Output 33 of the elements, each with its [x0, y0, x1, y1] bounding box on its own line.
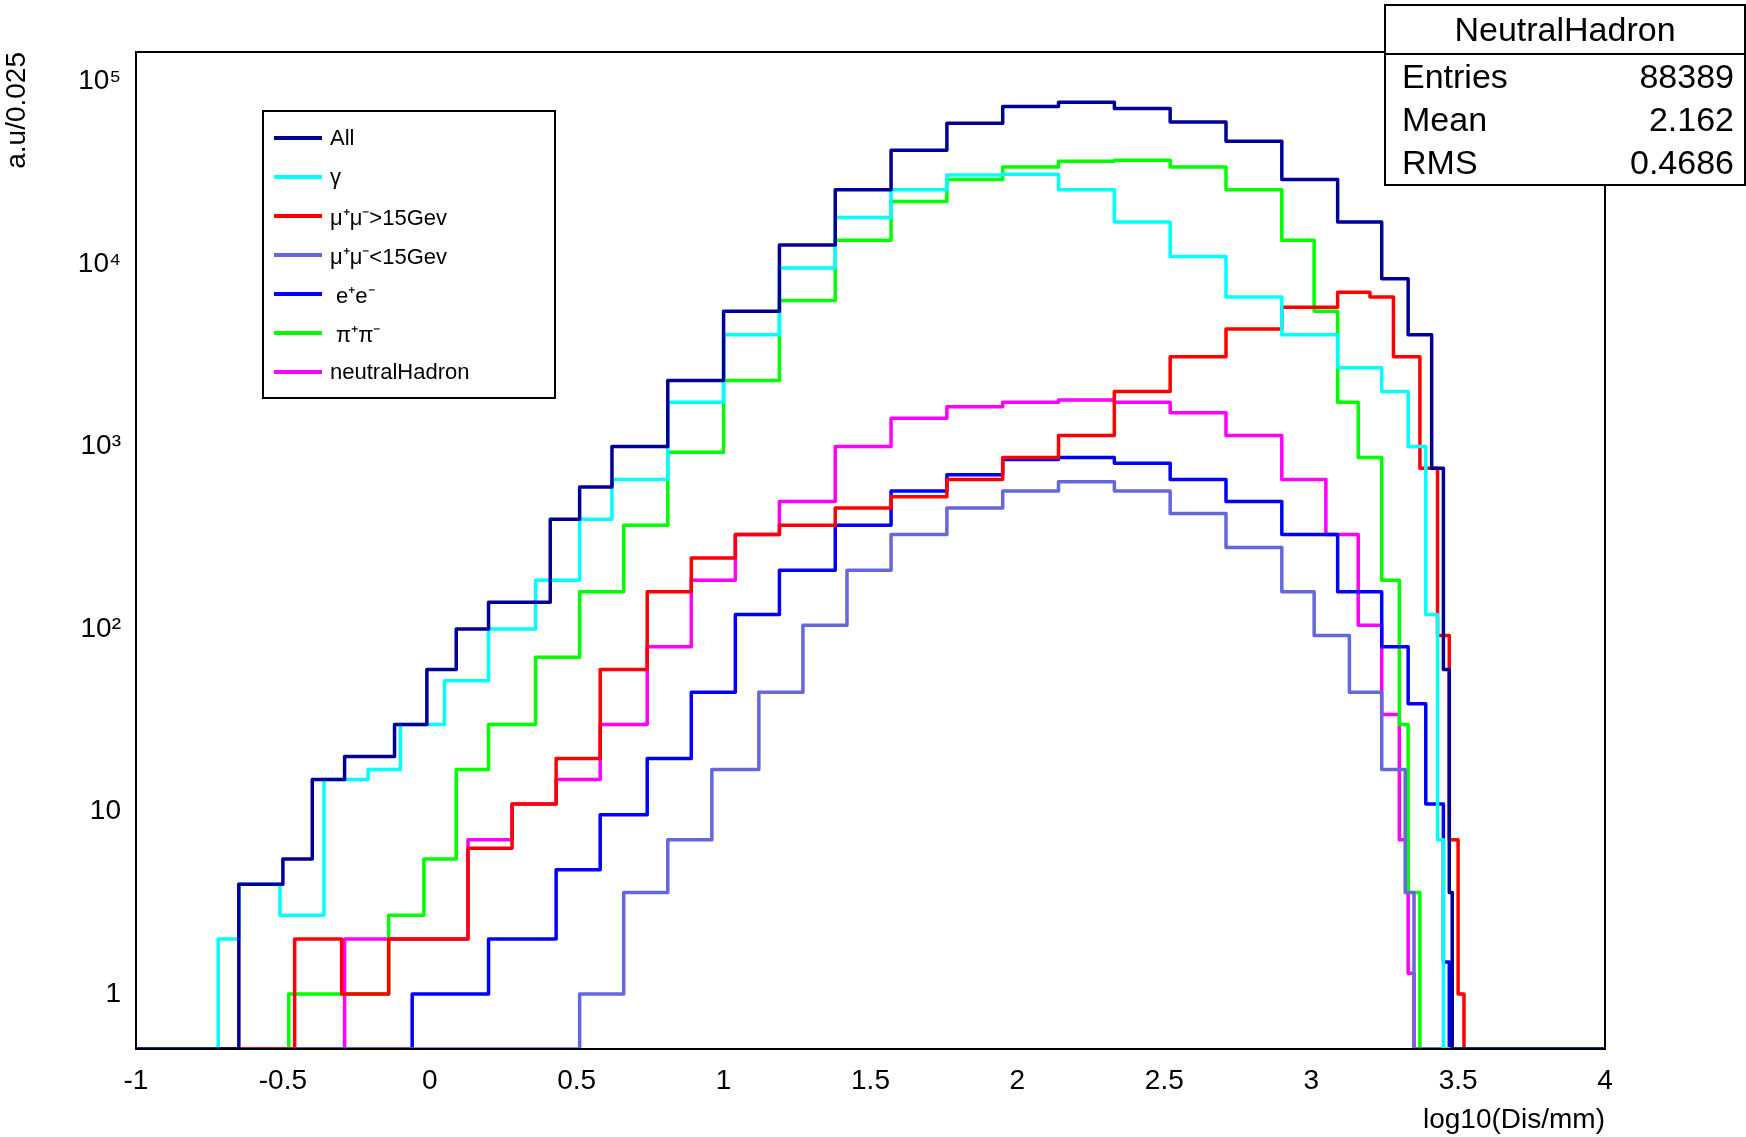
annotation: Mean — [1402, 100, 1488, 139]
legend-label: All — [330, 124, 355, 151]
text: NeutralHadron — [1386, 6, 1744, 55]
y-tick-label: 1 — [105, 976, 121, 1008]
text: 88389 — [1639, 57, 1734, 96]
x-tick-label: 0.5 — [557, 1063, 597, 1095]
y-tick-label: 10 — [89, 794, 121, 826]
x-tick-label: 3.5 — [1438, 1063, 1478, 1095]
legend-label: μ⁺μ⁻<15Gev — [330, 242, 448, 270]
legend-label: neutralHadron — [330, 358, 470, 385]
x-tick-label: 0 — [422, 1063, 438, 1095]
x-tick-label: -1 — [123, 1063, 149, 1095]
x-tick-label: 4 — [1597, 1063, 1613, 1095]
text: 2.162 — [1648, 100, 1734, 139]
annotation: RMS — [1402, 143, 1478, 182]
legend-label: μ⁺μ⁻>15Gev — [330, 203, 448, 231]
legend-label: γ — [330, 163, 341, 190]
legend-label: π⁺π⁻ — [335, 320, 381, 348]
x-tick-label: 2.5 — [1144, 1063, 1184, 1095]
y-axis-title: a.u/0.025 — [0, 52, 31, 169]
x-tick-label: 3 — [1303, 1063, 1319, 1095]
x-tick-label: 2 — [1009, 1063, 1026, 1095]
legend-label: e⁺e⁻ — [335, 281, 375, 309]
y-tick-label: 10⁴ — [77, 246, 121, 278]
x-tick-label: -0.5 — [258, 1063, 308, 1095]
y-tick-label: 10² — [80, 611, 121, 643]
x-axis-title: log10(Dis/mm) — [1422, 1102, 1605, 1134]
text: 0.4686 — [1630, 143, 1734, 182]
x-tick-label: 1.5 — [851, 1063, 890, 1095]
x-tick-label: 1 — [715, 1063, 732, 1095]
y-tick-label: 10⁵ — [78, 64, 121, 96]
annotation: Entries — [1402, 57, 1508, 96]
y-tick-label: 10³ — [80, 429, 121, 461]
